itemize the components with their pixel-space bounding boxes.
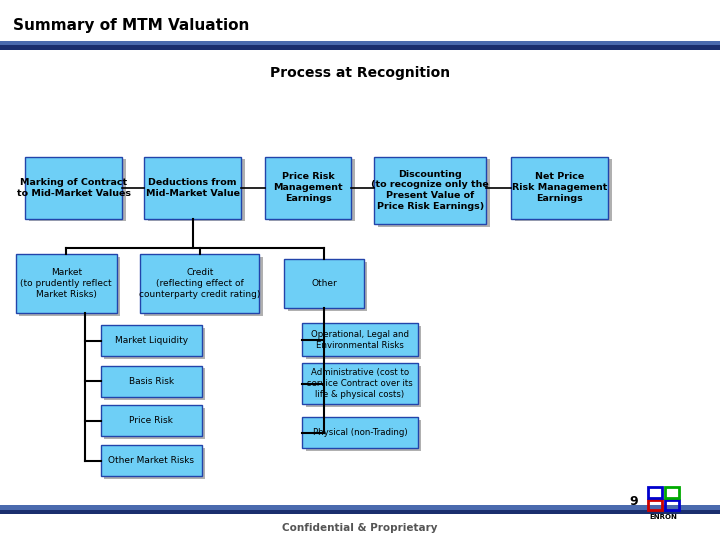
FancyBboxPatch shape [101, 405, 202, 436]
FancyBboxPatch shape [148, 159, 245, 221]
FancyBboxPatch shape [104, 368, 205, 400]
FancyBboxPatch shape [302, 417, 418, 448]
FancyBboxPatch shape [101, 445, 202, 476]
FancyBboxPatch shape [378, 159, 490, 227]
Bar [0, 41, 720, 45]
FancyBboxPatch shape [104, 448, 205, 479]
FancyBboxPatch shape [265, 157, 351, 219]
FancyBboxPatch shape [16, 254, 117, 313]
FancyBboxPatch shape [302, 323, 418, 356]
FancyBboxPatch shape [140, 254, 259, 313]
Bar [648, 500, 662, 510]
FancyBboxPatch shape [101, 325, 202, 356]
Text: Deductions from
Mid-Market Value: Deductions from Mid-Market Value [145, 178, 240, 198]
FancyBboxPatch shape [288, 262, 367, 310]
FancyBboxPatch shape [104, 408, 205, 439]
FancyBboxPatch shape [306, 366, 421, 407]
FancyBboxPatch shape [29, 159, 126, 221]
Text: Market Liquidity: Market Liquidity [114, 336, 188, 345]
FancyBboxPatch shape [269, 159, 355, 221]
Text: Process at Recognition: Process at Recognition [270, 66, 450, 80]
Text: Physical (non-Trading): Physical (non-Trading) [312, 428, 408, 437]
Bar [665, 487, 679, 498]
FancyBboxPatch shape [144, 157, 241, 219]
FancyBboxPatch shape [144, 256, 263, 316]
FancyBboxPatch shape [101, 366, 202, 397]
Text: Other Market Risks: Other Market Risks [108, 456, 194, 465]
Text: Operational, Legal and
Environmental Risks: Operational, Legal and Environmental Ris… [311, 330, 409, 349]
Text: Market
(to prudently reflect
Market Risks): Market (to prudently reflect Market Risk… [20, 268, 112, 299]
FancyBboxPatch shape [511, 157, 608, 219]
Text: Price Risk: Price Risk [130, 416, 173, 425]
Bar [665, 500, 679, 510]
Text: Confidential & Proprietary: Confidential & Proprietary [282, 523, 438, 533]
FancyBboxPatch shape [284, 259, 364, 308]
Bar [0, 41, 720, 50]
Text: Price Risk
Management
Earnings: Price Risk Management Earnings [274, 172, 343, 203]
Text: Net Price
Risk Management
Earnings: Net Price Risk Management Earnings [512, 172, 608, 203]
FancyBboxPatch shape [306, 326, 421, 359]
Bar [0, 505, 720, 510]
Text: Credit
(reflecting effect of
counterparty credit rating): Credit (reflecting effect of counterpart… [139, 268, 261, 299]
FancyBboxPatch shape [374, 157, 486, 224]
Text: 9: 9 [629, 495, 638, 508]
Text: Basis Risk: Basis Risk [129, 377, 174, 386]
Text: Administrative (cost to
service Contract over its
life & physical costs): Administrative (cost to service Contract… [307, 368, 413, 399]
FancyBboxPatch shape [302, 363, 418, 404]
Bar [648, 487, 662, 498]
FancyBboxPatch shape [104, 328, 205, 359]
Text: Discounting
(to recognize only the
Present Value of
Price Risk Earnings): Discounting (to recognize only the Prese… [372, 170, 489, 211]
FancyBboxPatch shape [515, 159, 612, 221]
FancyBboxPatch shape [25, 157, 122, 219]
Text: ENRON: ENRON [649, 514, 678, 519]
FancyBboxPatch shape [306, 420, 421, 451]
Bar [0, 505, 720, 514]
FancyBboxPatch shape [19, 256, 120, 316]
Text: Marking of Contract
to Mid-Market Values: Marking of Contract to Mid-Market Values [17, 178, 131, 198]
Text: Summary of MTM Valuation: Summary of MTM Valuation [13, 18, 249, 33]
Text: Other: Other [311, 279, 337, 288]
